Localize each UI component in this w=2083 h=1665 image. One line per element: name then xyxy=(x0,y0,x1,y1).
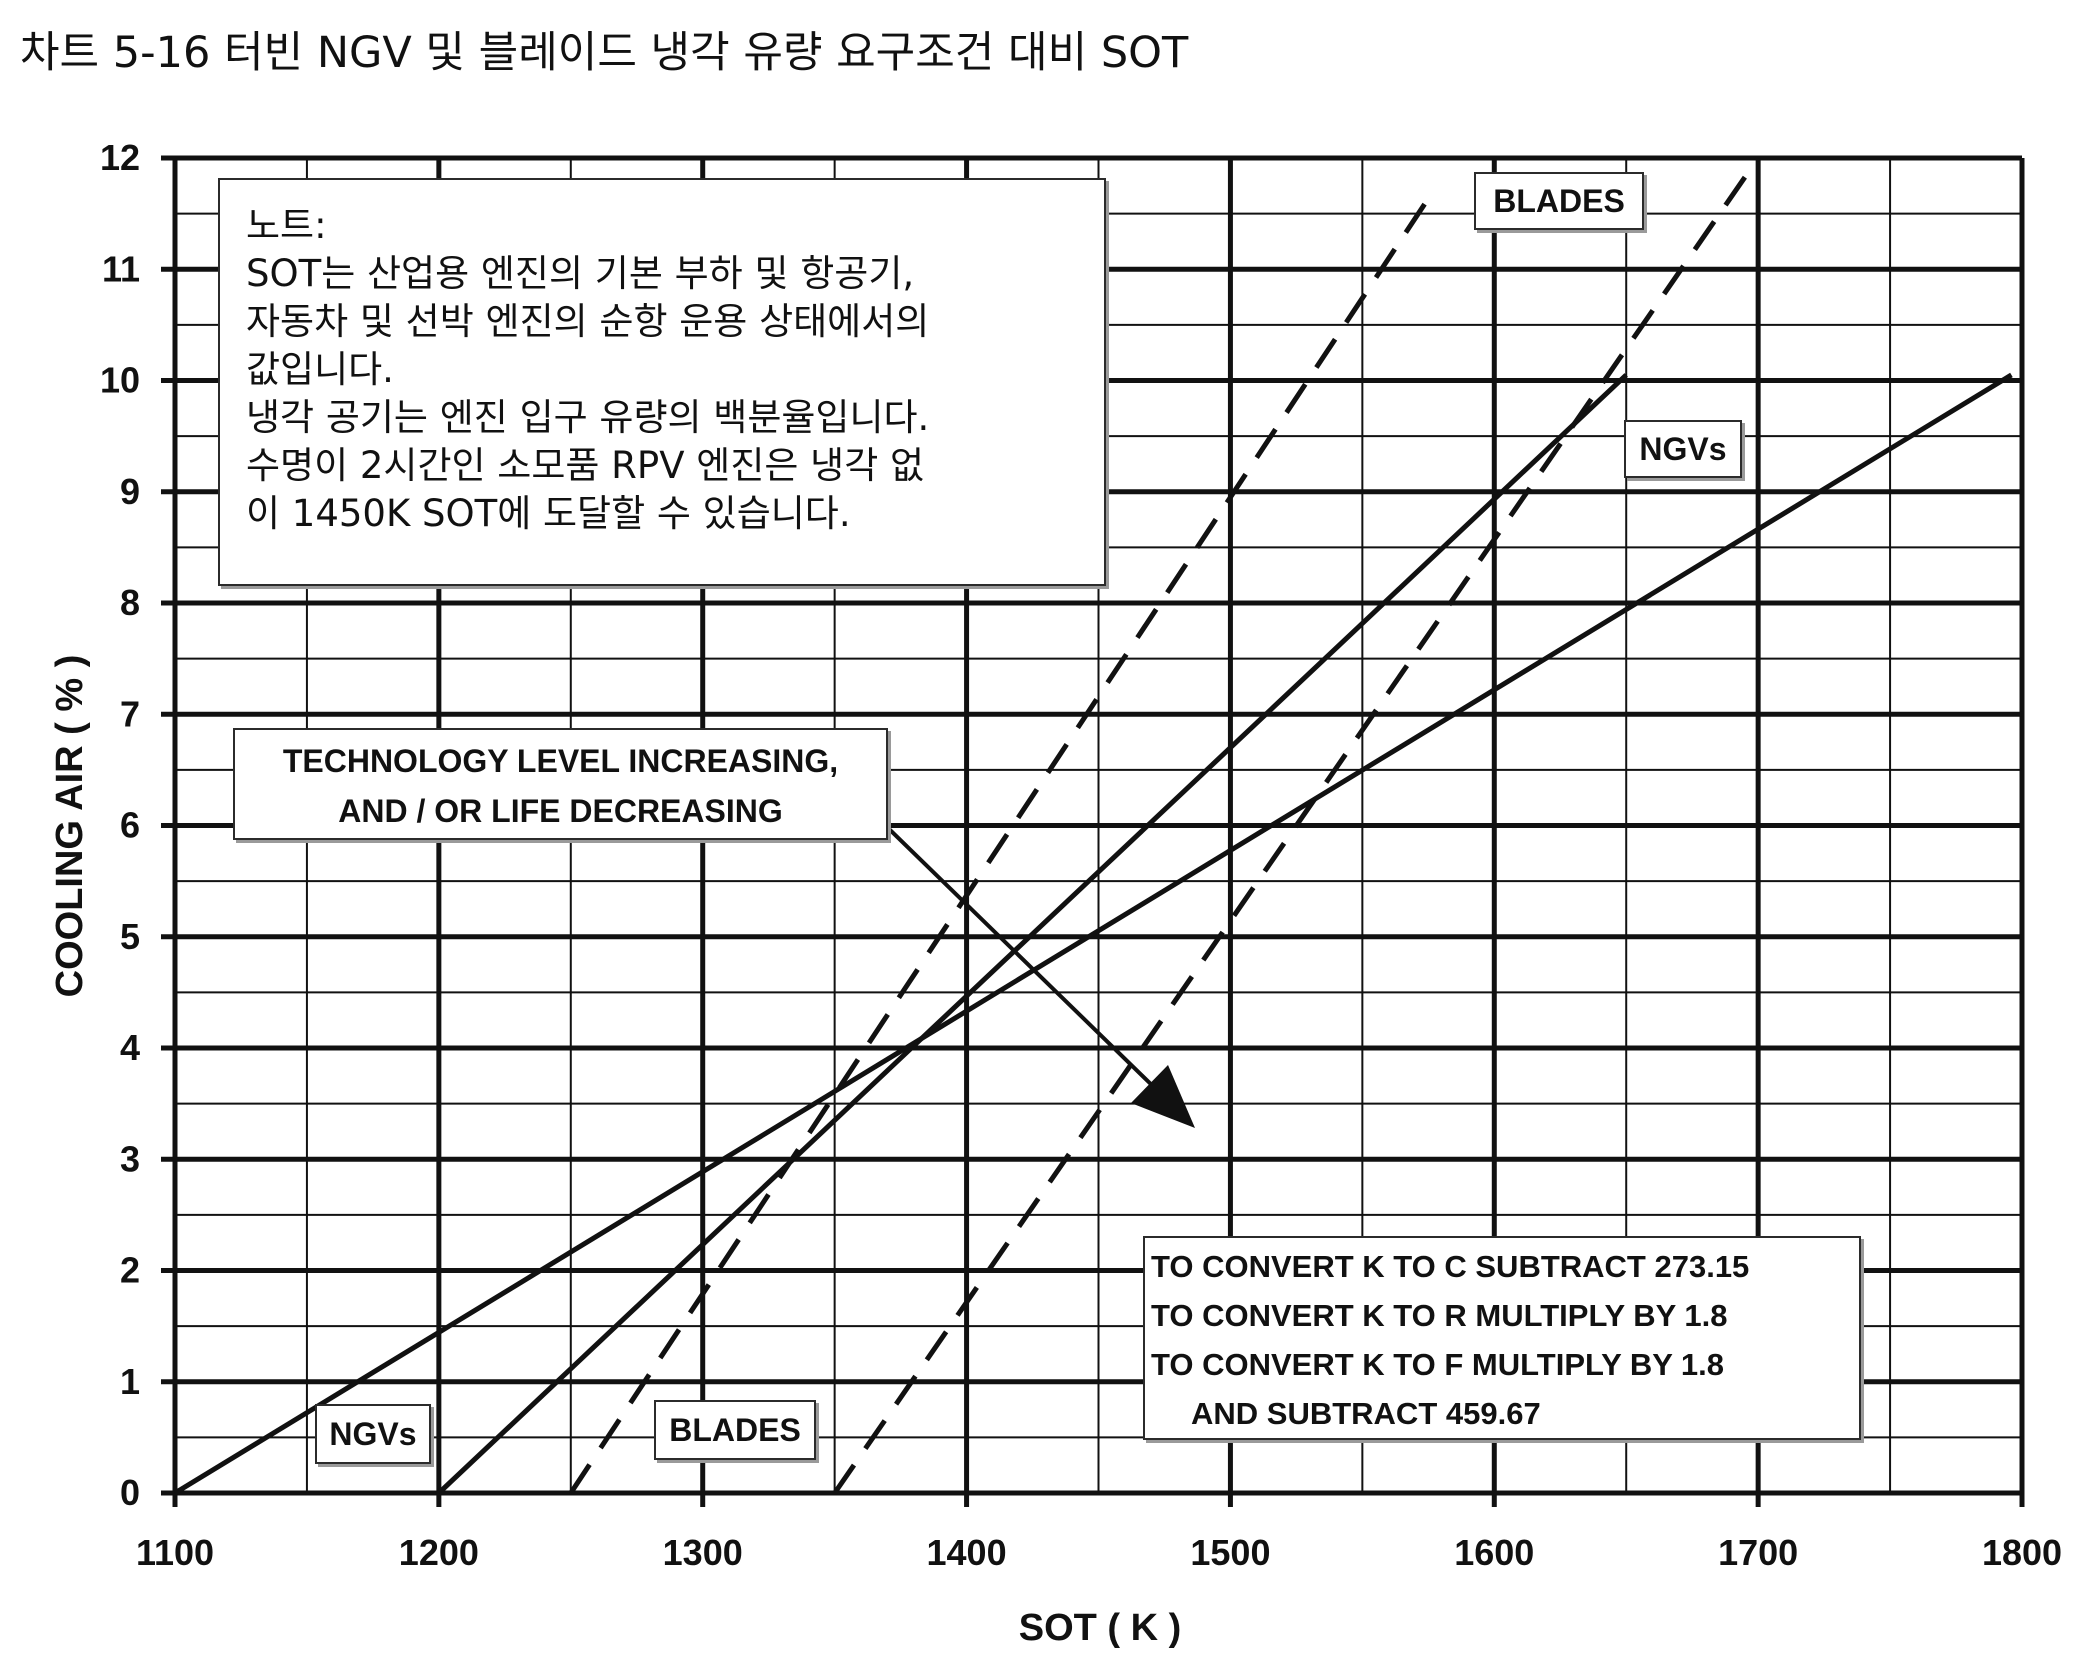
ngvs-line xyxy=(173,372,2013,1496)
x-axis-title: SOT ( K ) xyxy=(1019,1607,1182,1649)
y-tick-label: 8 xyxy=(120,582,140,623)
series-lines xyxy=(173,156,2013,1496)
y-axis-title: COOLING AIR ( % ) xyxy=(49,655,91,998)
blades-line xyxy=(568,201,1428,1495)
arrow-label-line: TECHNOLOGY LEVEL INCREASING, xyxy=(282,743,839,779)
y-tick-label: 3 xyxy=(120,1138,140,1179)
y-tick-label: 12 xyxy=(100,137,140,178)
x-tick-label: 1200 xyxy=(399,1532,479,1573)
conversion-line: AND SUBTRACT 459.67 xyxy=(1191,1396,1541,1431)
y-tick-label: 0 xyxy=(120,1472,140,1513)
y-tick-label: 4 xyxy=(120,1027,140,1068)
arrow-head xyxy=(1131,1065,1195,1128)
note-line: SOT는 산업용 엔진의 기본 부하 및 항공기, xyxy=(246,252,915,295)
ngvs-upper-label: NGVs xyxy=(1624,420,1742,478)
note-line: 수명이 2시간인 소모품 RPV 엔진은 냉각 없 xyxy=(246,444,925,487)
note-line: 자동차 및 선박 엔진의 순항 운용 상태에서의 xyxy=(246,300,930,343)
x-tick-label: 1300 xyxy=(663,1532,743,1573)
y-tick-label: 10 xyxy=(100,360,140,401)
x-tick-label: 1500 xyxy=(1190,1532,1270,1573)
note-line: 값입니다. xyxy=(246,348,394,391)
arrow-shaft xyxy=(883,823,1162,1095)
blades-upper-label: BLADES xyxy=(1474,172,1644,230)
blades-line xyxy=(832,156,1761,1495)
y-tick-label: 1 xyxy=(120,1361,140,1402)
arrow-label-box: TECHNOLOGY LEVEL INCREASING, AND / OR LI… xyxy=(233,728,888,840)
tick-labels: 1100 1200 1300 1400 1500 1600 1700 180001234567… xyxy=(100,137,2062,1573)
y-tick-label: 6 xyxy=(120,805,140,846)
note-box: 노트: SOT는 산업용 엔진의 기본 부하 및 항공기, 자동차 및 선박 엔… xyxy=(218,178,1106,586)
conversion-line: TO CONVERT K TO F MULTIPLY BY 1.8 xyxy=(1151,1347,1725,1382)
y-tick-label: 11 xyxy=(102,248,140,289)
figure-title: 차트 5-16 터빈 NGV 및 블레이드 냉각 유량 요구조건 대비 SOT xyxy=(20,28,1189,78)
conversion-line: TO CONVERT K TO C SUBTRACT 273.15 xyxy=(1151,1249,1750,1284)
y-tick-label: 2 xyxy=(120,1250,140,1291)
y-tick-label: 9 xyxy=(120,471,140,512)
axis-titles: SOT ( K ) COOLING AIR ( % ) xyxy=(49,655,1181,1649)
note-line: 냉각 공기는 엔진 입구 유량의 백분율입니다. xyxy=(246,396,930,439)
note-line: 이 1450K SOT에 도달할 수 있습니다. xyxy=(246,492,851,535)
x-tick-label: 1600 xyxy=(1454,1532,1534,1573)
x-tick-label: 1700 xyxy=(1718,1532,1798,1573)
conversion-note-box: TO CONVERT K TO C SUBTRACT 273.15 TO CON… xyxy=(1143,1236,1861,1440)
arrow-label-line: AND / OR LIFE DECREASING xyxy=(338,793,783,829)
ngvs-lower-label: NGVs xyxy=(315,1404,431,1464)
ngvs-line xyxy=(437,373,1628,1495)
blades-lower-label: BLADES xyxy=(654,1400,816,1460)
y-tick-label: 7 xyxy=(120,693,140,734)
x-tick-label: 1400 xyxy=(927,1532,1007,1573)
trend-arrow xyxy=(883,823,1195,1128)
note-line: 노트: xyxy=(246,204,327,247)
x-tick-label: 1800 xyxy=(1982,1532,2062,1573)
x-tick-label: 1100 xyxy=(136,1532,214,1573)
y-tick-label: 5 xyxy=(120,916,140,957)
conversion-line: TO CONVERT K TO R MULTIPLY BY 1.8 xyxy=(1151,1298,1728,1333)
